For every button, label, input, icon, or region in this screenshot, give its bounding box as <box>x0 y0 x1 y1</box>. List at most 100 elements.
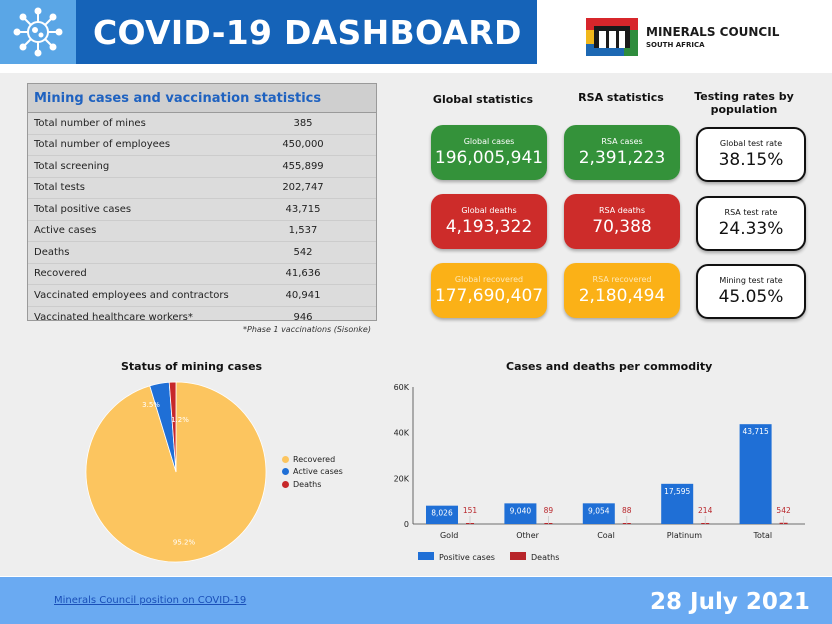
bar-chart-title: Cases and deaths per commodity <box>506 360 713 373</box>
pie-value-label: 3.5% <box>142 401 160 409</box>
legend-swatch <box>282 468 289 475</box>
y-tick-label: 0 <box>404 520 409 529</box>
pie-chart-title: Status of mining cases <box>121 360 263 373</box>
pie-value-label: 1.2% <box>171 416 189 424</box>
row-label: Deaths <box>34 246 70 258</box>
card-label: Mining test rate <box>719 276 783 285</box>
table-row: Vaccinated healthcare workers* 946 <box>28 307 376 329</box>
bar-value-label: 9,054 <box>588 506 610 515</box>
card-value: 2,391,223 <box>578 148 666 168</box>
legend-label: Active cases <box>293 467 343 476</box>
header-icon-box <box>0 0 76 64</box>
virus-icon <box>13 7 63 57</box>
table-row: Total screening 455,899 <box>28 156 376 178</box>
row-value: 455,899 <box>282 160 324 172</box>
legend-item: Recovered <box>282 455 335 464</box>
bar-value-label: 151 <box>463 506 478 515</box>
global-cases-card: Global cases 196,005,941 <box>431 125 547 180</box>
legend-item: Deaths <box>282 480 321 489</box>
table-row: Active cases 1,537 <box>28 221 376 242</box>
bar-positive-cases <box>504 503 537 524</box>
testing-title-line: Testing rates by <box>694 90 794 103</box>
x-tick-label: Total <box>752 531 772 540</box>
header-title-bar: COVID-19 DASHBOARD <box>76 0 537 64</box>
global-stats-title: Global statistics <box>432 93 534 106</box>
legend-item: Active cases <box>282 467 343 476</box>
mining-test-rate-card: Mining test rate 45.05% <box>696 264 806 319</box>
legend-swatch <box>282 456 289 463</box>
bar-value-label: 8,026 <box>431 509 453 518</box>
row-value: 542 <box>293 246 313 258</box>
row-value: 202,747 <box>282 182 324 194</box>
table-title: Mining cases and vaccination statistics <box>34 90 322 106</box>
bar-value-label: 542 <box>776 506 791 515</box>
table-row: Total tests 202,747 <box>28 178 376 199</box>
legend-label: Deaths <box>293 480 322 489</box>
legend-label: Deaths <box>531 553 559 562</box>
bar-value-label: 9,040 <box>510 506 532 515</box>
global-recovered-card: Global recovered 177,690,407 <box>431 263 547 318</box>
bar-chart: 0 20K 40K 60K 8,026 151 Gold 9,040 89 Other 9,054 8… <box>394 383 805 562</box>
card-value: 196,005,941 <box>434 148 544 168</box>
logo-text: MINERALS COUNCIL <box>646 25 780 39</box>
table-row: Total positive cases 43,715 <box>28 199 376 221</box>
legend-swatch <box>282 481 289 488</box>
y-tick-label: 20K <box>394 474 410 483</box>
row-label: Active cases <box>34 225 97 237</box>
row-label: Recovered <box>34 268 87 280</box>
table-row: Vaccinated employees and contractors 40,9… <box>28 285 376 307</box>
card-label: RSA test rate <box>724 208 778 217</box>
row-value: 385 <box>293 117 313 129</box>
legend-label: Recovered <box>293 455 336 464</box>
card-value: 45.05% <box>718 287 784 307</box>
bar-positive-cases <box>661 483 694 524</box>
minerals-council-logo <box>586 18 638 56</box>
pie-value-label: 95.2% <box>173 538 196 546</box>
y-tick-label: 60K <box>394 383 410 392</box>
table-row: Total number of mines 385 <box>28 113 376 135</box>
row-label: Vaccinated employees and contractors <box>34 289 229 301</box>
row-value: 946 <box>293 311 313 323</box>
row-label: Total tests <box>34 182 85 194</box>
x-tick-label: Other <box>516 531 539 540</box>
card-value: 70,388 <box>592 217 652 237</box>
table-row: Recovered 41,636 <box>28 264 376 285</box>
row-label: Total screening <box>34 160 110 172</box>
card-value: 177,690,407 <box>434 286 544 306</box>
rsa-recovered-card: RSA recovered 2,180,494 <box>564 263 680 318</box>
card-label: Global recovered <box>454 275 524 284</box>
table-header: Mining cases and vaccination statistics <box>28 84 376 113</box>
pie-chart: 95.2% 3.5% 1.2% <box>85 381 267 563</box>
row-label: Total positive cases <box>34 203 132 215</box>
row-label: Total number of mines <box>34 117 146 129</box>
testing-rates-title: Testing rates by population <box>686 90 802 116</box>
page-title: COVID-19 DASHBOARD <box>93 12 522 52</box>
row-label: Total number of employees <box>34 139 171 151</box>
rsa-deaths-card: RSA deaths 70,388 <box>564 194 680 249</box>
row-value: 43,715 <box>285 203 321 215</box>
legend-label: Positive cases <box>439 553 495 562</box>
x-tick-label: Platinum <box>667 531 702 540</box>
row-value: 40,941 <box>285 289 321 301</box>
global-test-rate-card: Global test rate 38.15% <box>696 127 806 182</box>
global-deaths-card: Global deaths 4,193,322 <box>431 194 547 249</box>
row-value: 450,000 <box>282 139 324 151</box>
pie-slice-deaths <box>168 381 177 473</box>
table-row: Deaths 542 <box>28 242 376 264</box>
x-tick-label: Gold <box>440 531 458 540</box>
bar-positive-cases <box>582 503 615 524</box>
row-value: 41,636 <box>285 268 321 280</box>
bar-value-label: 88 <box>622 506 632 515</box>
table-footnote: *Phase 1 vaccinations (Sisonke) <box>243 325 371 334</box>
row-value: 1,537 <box>288 225 318 237</box>
bar-positive-cases <box>426 505 458 524</box>
bar-positive-cases <box>739 424 772 524</box>
bar-value-label: 43,715 <box>742 427 768 436</box>
covid-position-link[interactable]: Minerals Council position on COVID-19 <box>54 595 247 606</box>
testing-title-line: population <box>710 103 778 116</box>
card-value: 2,180,494 <box>578 286 666 306</box>
card-label: RSA cases <box>601 137 643 146</box>
rsa-stats-title: RSA statistics <box>578 91 664 104</box>
rsa-cases-card: RSA cases 2,391,223 <box>564 125 680 180</box>
